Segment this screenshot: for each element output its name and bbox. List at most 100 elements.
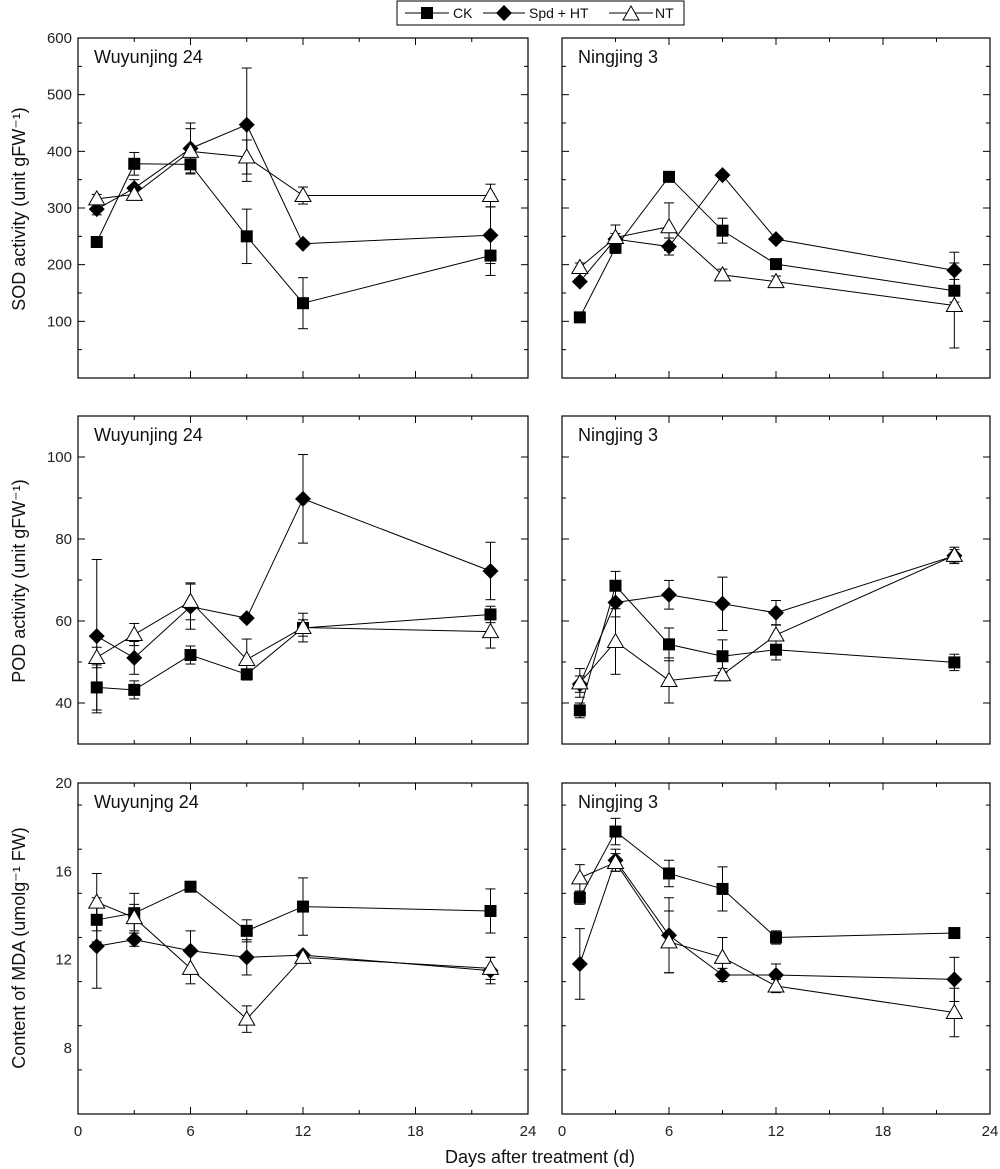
series-1 <box>571 848 963 1002</box>
marker-p3-s1-pt2-diamond <box>661 586 677 603</box>
y-tick-label: 12 <box>55 952 72 969</box>
marker-p0-s1-pt5-diamond <box>482 227 499 244</box>
series-0 <box>90 605 497 711</box>
series-line <box>579 176 955 318</box>
marker-p1-s0-pt4-square <box>770 258 782 271</box>
marker-p5-s0-pt4-square <box>770 931 782 944</box>
marker-p2-s0-pt1-square <box>128 683 141 696</box>
marker-p3-s2-pt5-triangle <box>945 546 964 562</box>
series-0 <box>90 877 497 943</box>
x-tick-label: 0 <box>74 1123 82 1140</box>
chart-panel-1: Ningjing 3 <box>561 37 991 379</box>
y-tick-label: 100 <box>47 449 72 466</box>
legend-item-spd-ht: Spd + HT <box>483 5 589 21</box>
series-2 <box>87 582 500 681</box>
chart-panel-4: 0 6 12 18 24 8 12 16 20 Wuyunjng 24 <box>55 775 536 1140</box>
marker-p4-s1-pt1-diamond <box>126 931 143 948</box>
series-1 <box>571 547 963 693</box>
y-tick-label: 16 <box>55 863 72 880</box>
y-tick-label: 8 <box>64 1040 72 1057</box>
x-tick-label: 18 <box>407 1123 424 1140</box>
series-0 <box>90 151 497 330</box>
y-tick-label: 300 <box>47 200 72 217</box>
series-line <box>96 150 491 200</box>
marker-p1-s2-pt0-triangle <box>570 258 589 274</box>
marker-p5-s0-pt2-square <box>663 867 675 880</box>
marker-p4-s2-pt2-triangle <box>181 959 200 975</box>
y-tick-label: 400 <box>47 143 72 160</box>
marker-p4-s2-pt0-triangle <box>87 893 106 909</box>
series-line <box>96 498 491 659</box>
series-line <box>96 939 491 972</box>
marker-p1-s2-pt2-triangle <box>660 217 678 234</box>
series-line <box>579 555 955 685</box>
marker-p5-s2-pt3-triangle <box>713 948 732 964</box>
marker-p4-s2-pt3-triangle <box>237 1010 256 1026</box>
marker-p0-s1-pt4-diamond <box>295 235 311 252</box>
marker-p1-s2-pt1-triangle <box>606 228 625 244</box>
series-1 <box>88 903 499 989</box>
series-line <box>96 163 491 304</box>
legend-label-ck: CK <box>453 5 473 21</box>
legend-label-nt: NT <box>655 5 674 21</box>
marker-p1-s2-pt5-triangle <box>945 296 964 312</box>
marker-p5-s2-pt2-triangle <box>660 932 678 949</box>
panel-title: Wuyunjing 24 <box>94 47 203 67</box>
series-line <box>96 600 491 661</box>
marker-p0-s0-pt3-square <box>240 230 253 243</box>
series-line <box>96 613 491 691</box>
y-axis-title-sod: SOD activity (unit gFW⁻¹) <box>9 107 29 311</box>
marker-p2-s1-pt1-diamond <box>126 649 143 666</box>
chart-panel-3: Ningjing 3 <box>561 415 991 745</box>
series-line <box>579 226 955 306</box>
marker-p1-s1-pt3-diamond <box>714 167 731 184</box>
marker-p5-s1-pt0-diamond <box>571 955 588 972</box>
chart-panel-0: 100 200 300 400 500 600 Wuyunjing 24 <box>47 30 529 379</box>
marker-p5-s0-pt1-square <box>609 825 622 838</box>
marker-p3-s0-pt0-square <box>573 704 586 717</box>
marker-p1-s2-pt3-triangle <box>713 265 732 282</box>
legend-label-spd-ht: Spd + HT <box>529 5 589 21</box>
marker-p4-s1-pt2-diamond <box>182 942 199 959</box>
marker-p5-s0-pt0-square <box>573 891 586 904</box>
x-tick-label: 18 <box>875 1123 892 1140</box>
marker-p3-s1-pt1-diamond <box>607 594 624 611</box>
series-1 <box>88 67 499 265</box>
marker-p3-s2-pt4-triangle <box>767 625 785 642</box>
marker-p3-s1-pt3-diamond <box>714 595 731 612</box>
marker-p4-s0-pt2-square <box>184 880 197 893</box>
panel-title: Ningjing 3 <box>578 425 658 445</box>
legend-triangle-marker <box>622 4 640 21</box>
x-tick-label: 12 <box>295 1123 312 1140</box>
panel-title: Wuyunjing 24 <box>94 425 203 445</box>
series-line <box>579 859 955 980</box>
marker-p4-s2-pt4-triangle <box>294 948 312 964</box>
marker-p3-s0-pt3-square <box>716 650 729 663</box>
marker-p0-s2-pt2-triangle <box>181 142 200 158</box>
marker-p4-s0-pt3-square <box>240 924 253 937</box>
panel-title: Wuyunjng 24 <box>94 792 199 812</box>
marker-p0-s2-pt4-triangle <box>294 186 312 203</box>
marker-p5-s2-pt0-triangle <box>570 868 589 885</box>
marker-p0-s0-pt4-square <box>297 297 309 310</box>
series-0 <box>573 817 961 945</box>
panel-frame <box>561 415 991 745</box>
series-line <box>579 174 955 282</box>
marker-p5-s2-pt4-triangle <box>767 977 785 993</box>
x-tick-label: 0 <box>558 1123 566 1140</box>
marker-p5-s0-pt3-square <box>716 882 729 895</box>
marker-p2-s2-pt3-triangle <box>237 650 256 667</box>
marker-p2-s2-pt4-triangle <box>294 618 312 635</box>
x-tick-label: 6 <box>186 1123 194 1140</box>
series-2 <box>87 872 500 1033</box>
series-line <box>579 861 955 1013</box>
marker-p5-s2-pt5-triangle <box>945 1003 964 1019</box>
x-tick-label: 24 <box>520 1123 537 1140</box>
marker-p3-s0-pt2-square <box>663 638 675 651</box>
marker-p3-s2-pt2-triangle <box>660 671 678 687</box>
marker-p0-s0-pt0-square <box>90 236 103 248</box>
marker-p3-s0-pt4-square <box>770 643 782 656</box>
panel-title: Ningjing 3 <box>578 47 658 67</box>
series-2 <box>570 546 964 704</box>
legend-item-ck: CK <box>405 5 473 21</box>
